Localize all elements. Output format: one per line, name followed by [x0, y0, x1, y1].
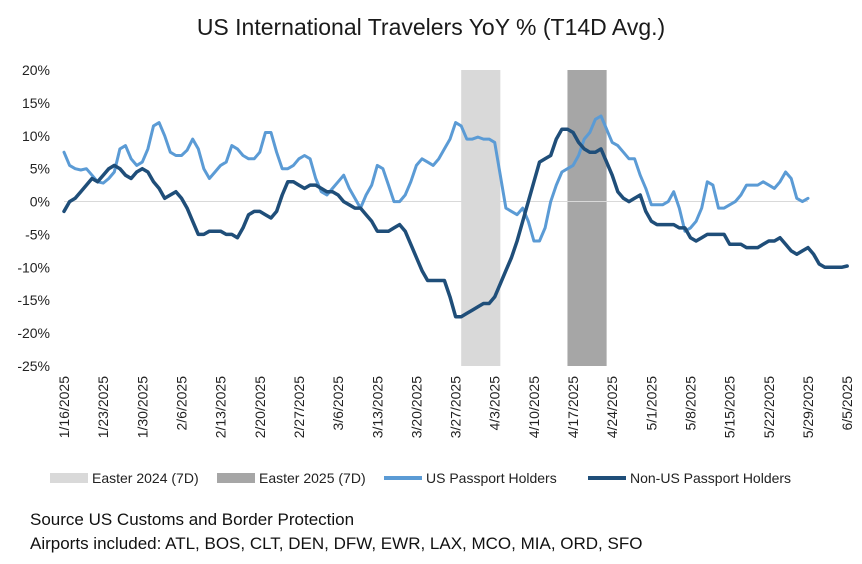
legend-item-easter-2024: Easter 2024 (7D): [50, 470, 199, 486]
x-tick-label: 2/20/2025: [252, 376, 268, 438]
shaded-region-easter-2024: [461, 70, 501, 366]
y-tick-label: 15%: [22, 95, 50, 111]
x-tick-label: 4/3/2025: [487, 376, 503, 431]
airports-note: Airports included: ATL, BOS, CLT, DEN, D…: [30, 534, 643, 553]
x-tick-label: 1/30/2025: [134, 376, 150, 438]
x-tick-label: 3/13/2025: [369, 376, 385, 438]
y-tick-label: -15%: [17, 292, 50, 308]
x-tick-label: 3/6/2025: [330, 376, 346, 431]
legend-label-easter-2025: Easter 2025 (7D): [259, 470, 366, 486]
y-tick-label: 10%: [22, 128, 50, 144]
x-tick-label: 6/5/2025: [839, 376, 855, 431]
x-tick-label: 5/29/2025: [800, 376, 816, 438]
x-tick-label: 1/16/2025: [56, 376, 72, 438]
y-tick-label: -25%: [17, 358, 50, 374]
shaded-region-easter-2025: [567, 70, 607, 366]
y-tick-label: -20%: [17, 325, 50, 341]
legend: Easter 2024 (7D) Easter 2025 (7D) US Pas…: [0, 470, 862, 492]
series-us-passport-line: [62, 114, 810, 243]
legend-item-us-passport: US Passport Holders: [384, 470, 557, 486]
chart-title: US International Travelers YoY % (T14D A…: [196, 14, 666, 40]
legend-label-non-us-passport: Non-US Passport Holders: [630, 470, 792, 486]
legend-swatch-us-passport: [384, 476, 422, 480]
legend-label-easter-2024: Easter 2024 (7D): [92, 470, 199, 486]
legend-swatch-easter-2025: [217, 473, 255, 483]
x-tick-label: 3/27/2025: [448, 376, 464, 438]
legend-item-non-us-passport: Non-US Passport Holders: [588, 470, 791, 486]
legend-item-easter-2025: Easter 2025 (7D): [217, 470, 366, 486]
x-tick-label: 3/20/2025: [408, 376, 424, 438]
legend-swatch-easter-2024: [50, 473, 88, 483]
footnotes: Source US Customs and Border Protection …: [30, 508, 642, 556]
y-tick-label: -5%: [25, 226, 50, 242]
y-tick-label: 0%: [30, 194, 50, 210]
legend-swatch-non-us-passport: [588, 476, 626, 480]
source-note: Source US Customs and Border Protection: [30, 510, 355, 529]
y-tick-label: -10%: [17, 259, 50, 275]
x-tick-label: 1/23/2025: [95, 376, 111, 438]
y-tick-label: 20%: [22, 62, 50, 78]
series-non-us-passport-line: [62, 127, 849, 319]
x-tick-label: 5/22/2025: [761, 376, 777, 438]
x-tick-label: 4/24/2025: [604, 376, 620, 438]
x-tick-label: 4/17/2025: [565, 376, 581, 438]
legend-label-us-passport: US Passport Holders: [426, 470, 557, 486]
x-tick-label: 5/15/2025: [722, 376, 738, 438]
x-tick-label: 5/8/2025: [683, 376, 699, 431]
x-tick-label: 2/13/2025: [213, 376, 229, 438]
x-tick-label: 5/1/2025: [643, 376, 659, 431]
x-tick-label: 2/6/2025: [174, 376, 190, 431]
x-tick-label: 2/27/2025: [291, 376, 307, 438]
x-tick-label: 4/10/2025: [526, 376, 542, 438]
y-tick-label: 5%: [30, 161, 50, 177]
